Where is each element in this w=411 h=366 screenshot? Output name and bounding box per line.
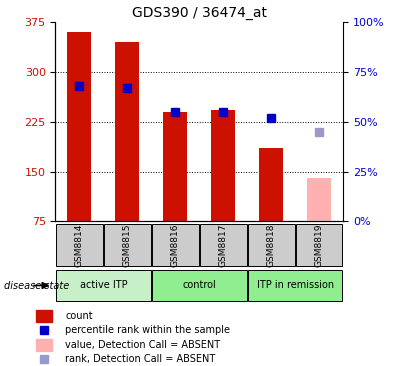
Bar — [67, 32, 91, 221]
Text: ITP in remission: ITP in remission — [257, 280, 334, 291]
FancyBboxPatch shape — [296, 224, 342, 266]
FancyBboxPatch shape — [248, 270, 342, 301]
Text: GSM8816: GSM8816 — [171, 224, 180, 267]
FancyBboxPatch shape — [248, 224, 295, 266]
Bar — [211, 111, 235, 221]
FancyBboxPatch shape — [152, 224, 199, 266]
Text: active ITP: active ITP — [80, 280, 127, 291]
Title: GDS390 / 36474_at: GDS390 / 36474_at — [132, 5, 267, 19]
Text: disease state: disease state — [4, 281, 69, 291]
Text: percentile rank within the sample: percentile rank within the sample — [65, 325, 231, 335]
Text: GSM8818: GSM8818 — [267, 224, 276, 267]
Text: rank, Detection Call = ABSENT: rank, Detection Call = ABSENT — [65, 355, 216, 365]
FancyBboxPatch shape — [200, 224, 247, 266]
Text: value, Detection Call = ABSENT: value, Detection Call = ABSENT — [65, 340, 221, 350]
Text: GSM8815: GSM8815 — [123, 224, 132, 267]
FancyBboxPatch shape — [56, 224, 103, 266]
Bar — [163, 112, 187, 221]
Text: control: control — [182, 280, 216, 291]
Bar — [115, 42, 139, 221]
FancyBboxPatch shape — [104, 224, 151, 266]
FancyBboxPatch shape — [56, 270, 151, 301]
Bar — [36, 310, 52, 322]
Bar — [36, 339, 52, 351]
Bar — [307, 178, 331, 221]
Text: GSM8817: GSM8817 — [219, 224, 228, 267]
Text: GSM8814: GSM8814 — [75, 224, 84, 267]
Bar — [259, 148, 283, 221]
Text: GSM8819: GSM8819 — [315, 224, 324, 267]
FancyBboxPatch shape — [152, 270, 247, 301]
Text: count: count — [65, 311, 93, 321]
